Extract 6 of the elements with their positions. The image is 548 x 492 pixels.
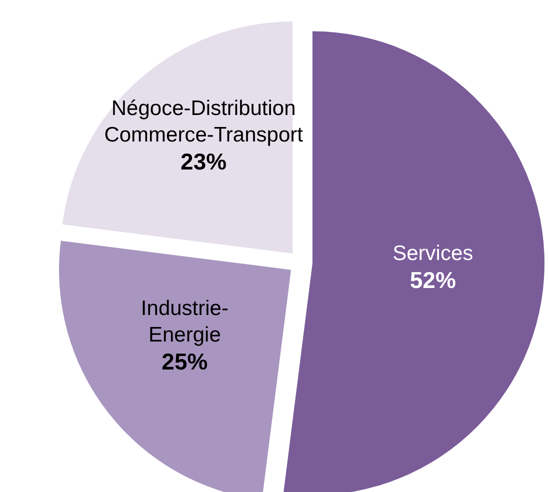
data-label: 23% xyxy=(180,148,227,175)
slice-label: Industrie- Energie xyxy=(140,296,228,346)
slice-label: Négoce-Distribution Commerce-Transport xyxy=(104,97,304,147)
data-label: 25% xyxy=(162,348,208,374)
data-label: 52% xyxy=(410,266,456,293)
slice-label: Services xyxy=(392,242,474,265)
